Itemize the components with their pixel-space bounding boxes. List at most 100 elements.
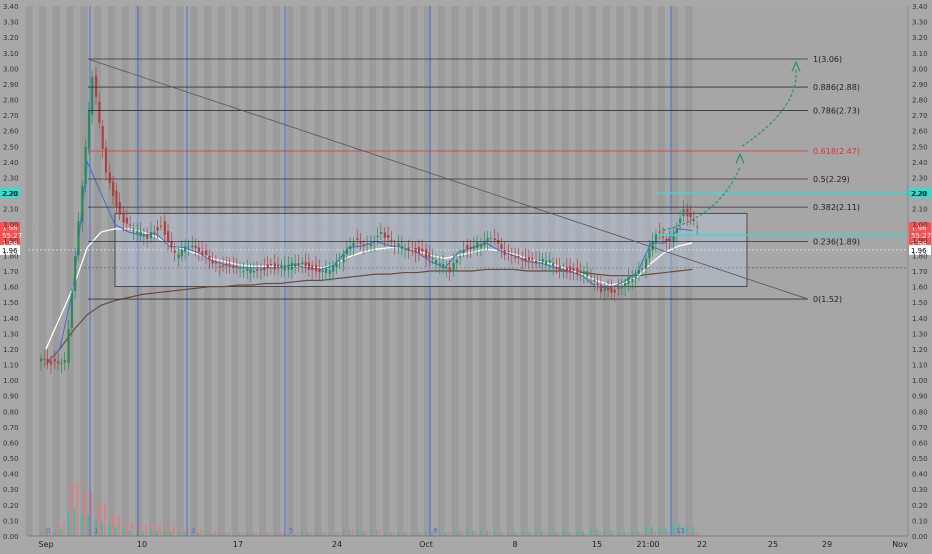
volume-bar: [612, 532, 615, 536]
candle-body: [483, 240, 486, 246]
volume-bar: [139, 525, 142, 536]
volume-bar: [345, 529, 348, 536]
volume-bar: [376, 529, 378, 536]
y-tick-left: 2.00: [3, 221, 19, 229]
candle-body: [665, 238, 668, 241]
volume-bar: [276, 531, 279, 536]
y-tick-right: 2.10: [912, 206, 928, 214]
volume-bar: [389, 532, 392, 536]
volume-bar: [104, 503, 106, 536]
fib-level-label: 1(3.06): [813, 55, 842, 64]
x-tick-label: 10: [137, 540, 147, 549]
candle-body: [177, 254, 180, 259]
candle-body: [321, 270, 324, 272]
volume-bar: [246, 532, 249, 536]
volume-bar: [59, 528, 62, 536]
day-stripe: [245, 6, 253, 536]
volume-bar: [461, 531, 464, 536]
volume-bar: [273, 532, 276, 536]
candle-body: [218, 266, 221, 268]
candle-body: [125, 217, 128, 224]
volume-bar: [194, 530, 197, 536]
volume-bar: [496, 533, 499, 536]
candle-body: [115, 190, 118, 207]
candle-body: [462, 250, 465, 253]
volume-bar: [406, 532, 409, 536]
candle-body: [184, 246, 187, 252]
y-tick-right: 2.00: [912, 221, 928, 229]
candle-body: [225, 264, 228, 266]
day-stripe: [630, 6, 638, 536]
y-tick-right: 0.70: [912, 424, 928, 432]
candle-body: [627, 277, 630, 285]
day-stripe: [162, 6, 170, 536]
volume-bar: [67, 511, 70, 536]
candle-body: [390, 240, 393, 242]
candle-body: [672, 235, 675, 243]
volume-bar: [95, 519, 97, 536]
volume-bar: [351, 529, 354, 536]
volume-bar: [493, 531, 496, 536]
projection-arrow-2-head: [791, 60, 801, 72]
volume-bar: [565, 533, 568, 536]
candle-body: [686, 208, 689, 217]
price-badge-right-label: 1.98: [911, 240, 927, 248]
candle-body: [445, 267, 448, 269]
candle-body: [180, 249, 183, 257]
volume-bar: [568, 531, 571, 536]
volume-bar: [235, 531, 238, 536]
y-tick-left: 3.20: [3, 34, 19, 42]
volume-bar: [307, 532, 310, 536]
y-tick-right: 2.80: [912, 97, 928, 105]
candle-body: [366, 243, 369, 245]
volume-bar: [444, 532, 447, 536]
cycle-marker-label: 1: [94, 527, 98, 535]
y-tick-right: 2.50: [912, 143, 928, 151]
volume-bar: [156, 530, 158, 536]
y-tick-left: 2.10: [3, 206, 19, 214]
volume-bar: [301, 532, 304, 536]
volume-bar: [214, 531, 216, 536]
candle-body: [558, 265, 561, 271]
volume-bar: [56, 522, 59, 536]
candle-body: [211, 260, 214, 264]
candle-body: [593, 279, 596, 282]
candle-body: [84, 147, 87, 185]
candle-body: [620, 287, 623, 289]
candle-body: [205, 250, 208, 255]
volume-bar: [282, 531, 285, 536]
x-tick-label: Oct: [419, 540, 433, 549]
volume-bar: [249, 531, 252, 536]
day-stripe: [369, 6, 377, 536]
candle-body: [170, 241, 173, 248]
candle-body: [689, 213, 692, 218]
trend-line: [87, 58, 809, 300]
candle-body: [122, 213, 125, 223]
candle-body: [187, 246, 190, 248]
candle-body: [63, 359, 66, 363]
candle-body: [53, 359, 56, 362]
y-tick-right: 1.50: [912, 299, 928, 307]
candle-body: [95, 75, 98, 97]
volume-bar: [62, 522, 65, 536]
fib-level-label: 0.886(2.88): [813, 83, 860, 92]
day-stripe: [644, 6, 652, 536]
candle-body: [407, 247, 410, 251]
candle-body: [431, 258, 434, 260]
volume-bar: [475, 531, 478, 536]
volume-bar: [516, 532, 519, 536]
candle-body: [91, 76, 94, 115]
projection-arrow-1-head: [735, 152, 745, 164]
y-tick-left: 2.40: [3, 159, 19, 167]
candle-body: [552, 263, 555, 267]
candle-body: [328, 270, 331, 274]
candle-body: [201, 251, 204, 256]
volume-bar: [603, 530, 606, 536]
y-tick-right: 2.20: [912, 190, 928, 198]
volume-bar: [238, 533, 241, 536]
candle-body: [480, 245, 483, 248]
volume-bar: [310, 531, 313, 536]
x-tick-label: 24: [332, 540, 342, 549]
volume-bar: [379, 529, 381, 536]
